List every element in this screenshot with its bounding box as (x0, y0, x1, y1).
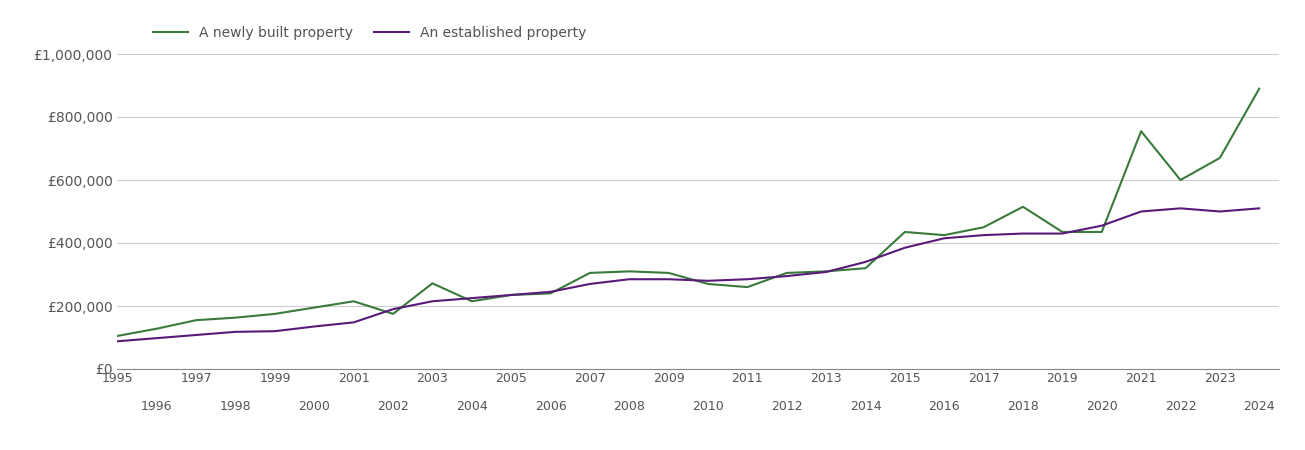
A newly built property (149, 326, 164, 331)
An established property (149, 335, 164, 341)
Line: An established property: An established property (117, 208, 1259, 341)
Legend: A newly built property, An established property: A newly built property, An established p… (147, 20, 591, 45)
A newly built property (346, 299, 361, 304)
An established property (701, 278, 716, 284)
Text: 2018: 2018 (1007, 400, 1039, 413)
A newly built property (1251, 86, 1267, 91)
A newly built property (1054, 230, 1070, 235)
An established property (818, 269, 834, 274)
A newly built property (1173, 177, 1189, 183)
A newly built property (779, 270, 795, 275)
A newly built property (818, 269, 834, 274)
A newly built property (1133, 129, 1148, 134)
An established property (582, 281, 598, 287)
Text: 1996: 1996 (141, 400, 172, 413)
A newly built property (1015, 204, 1031, 210)
An established property (346, 320, 361, 325)
Text: 2008: 2008 (613, 400, 645, 413)
An established property (307, 324, 322, 329)
A newly built property (1212, 155, 1228, 161)
An established property (1094, 223, 1109, 228)
A newly built property (621, 269, 637, 274)
An established property (937, 236, 953, 241)
A newly built property (424, 281, 440, 286)
An established property (543, 289, 559, 294)
An established property (424, 299, 440, 304)
A newly built property (465, 299, 480, 304)
A newly built property (976, 225, 992, 230)
An established property (385, 306, 401, 312)
An established property (110, 338, 125, 344)
An established property (779, 273, 795, 279)
A newly built property (110, 333, 125, 338)
An established property (228, 329, 244, 334)
An established property (621, 276, 637, 282)
Text: 2006: 2006 (535, 400, 566, 413)
An established property (188, 332, 204, 338)
A newly built property (701, 281, 716, 287)
Text: 1998: 1998 (219, 400, 252, 413)
A newly built property (504, 292, 519, 298)
An established property (740, 276, 756, 282)
Text: 2016: 2016 (928, 400, 960, 413)
A newly built property (188, 318, 204, 323)
A newly built property (582, 270, 598, 275)
A newly built property (228, 315, 244, 320)
An established property (857, 259, 873, 265)
A newly built property (385, 311, 401, 317)
An established property (1212, 209, 1228, 214)
Text: 2022: 2022 (1164, 400, 1197, 413)
An established property (660, 276, 676, 282)
An established property (465, 295, 480, 301)
A newly built property (1094, 230, 1109, 235)
Text: 2004: 2004 (455, 400, 488, 413)
A newly built property (897, 230, 912, 235)
Text: 2024: 2024 (1244, 400, 1275, 413)
An established property (1251, 206, 1267, 211)
Line: A newly built property: A newly built property (117, 89, 1259, 336)
A newly built property (543, 291, 559, 296)
An established property (1015, 231, 1031, 236)
A newly built property (857, 266, 873, 271)
An established property (1054, 231, 1070, 236)
Text: 2000: 2000 (299, 400, 330, 413)
An established property (1133, 209, 1148, 214)
Text: 2014: 2014 (850, 400, 881, 413)
A newly built property (307, 305, 322, 310)
A newly built property (740, 284, 756, 290)
An established property (976, 232, 992, 238)
Text: 2002: 2002 (377, 400, 408, 413)
A newly built property (660, 270, 676, 275)
A newly built property (937, 232, 953, 238)
A newly built property (268, 311, 283, 317)
Text: 2012: 2012 (771, 400, 803, 413)
Text: 2010: 2010 (692, 400, 724, 413)
An established property (268, 328, 283, 334)
An established property (897, 245, 912, 250)
An established property (504, 292, 519, 298)
An established property (1173, 206, 1189, 211)
Text: 2020: 2020 (1086, 400, 1117, 413)
